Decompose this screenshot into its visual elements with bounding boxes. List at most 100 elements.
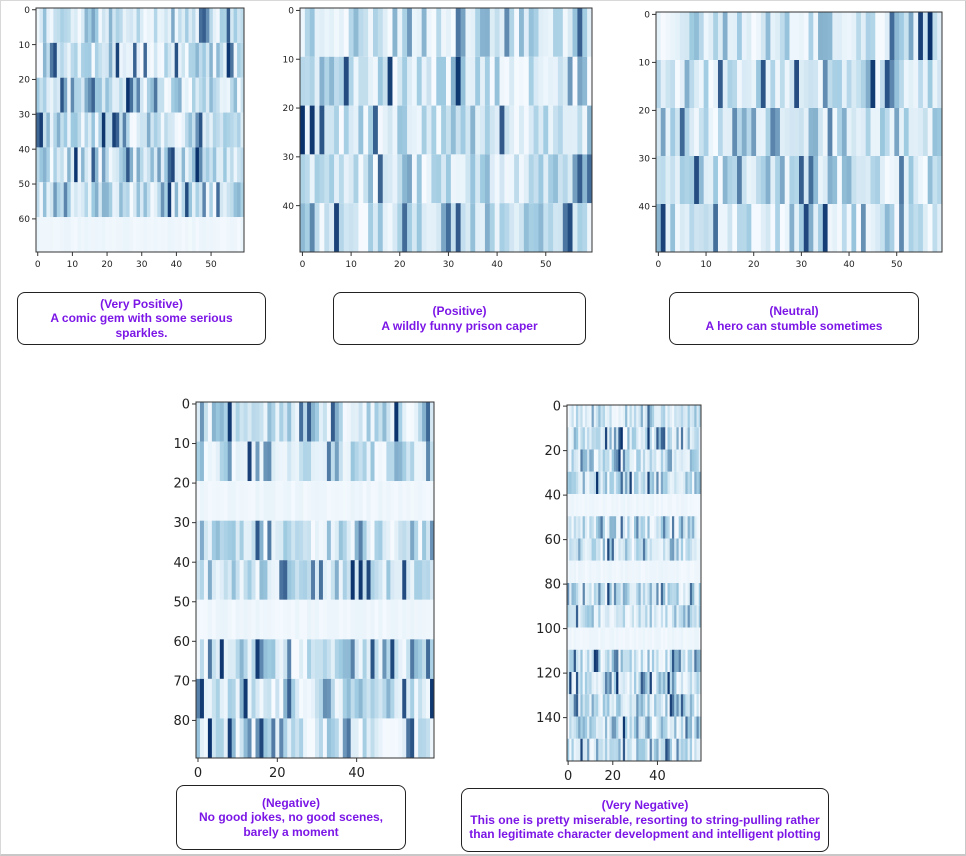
heatmap-cell <box>676 494 680 517</box>
heatmap-cell <box>642 649 646 672</box>
heatmap-cell <box>406 599 411 640</box>
heatmap-cell <box>591 538 595 561</box>
heatmap-cell <box>108 182 113 218</box>
heatmap-cell <box>112 182 117 218</box>
heatmap-cell <box>611 672 615 695</box>
heatmap-cell <box>196 639 201 679</box>
heatmap-cell <box>283 599 288 640</box>
heatmap-cell <box>406 639 411 679</box>
heatmap-cell <box>616 471 619 494</box>
heatmap-cell <box>60 8 65 43</box>
heatmap-cell <box>692 583 695 606</box>
heatmap-cell <box>918 12 924 60</box>
heatmap-cell <box>803 60 809 108</box>
heatmap-cell <box>625 538 628 561</box>
heatmap-cell <box>818 60 824 108</box>
heatmap-cell <box>671 516 675 539</box>
heatmap-cell <box>634 605 637 628</box>
heatmap-cell <box>818 204 824 252</box>
heatmap-cell <box>338 402 344 442</box>
heatmap-cell <box>671 560 675 583</box>
heatmap-cell <box>703 12 709 60</box>
heatmap-cell <box>39 182 44 218</box>
heatmap-cell <box>407 105 413 155</box>
heatmap-cells <box>36 8 245 252</box>
heatmap-cell <box>636 427 639 450</box>
heatmap-cell <box>584 427 588 450</box>
heatmap-cell <box>692 405 695 428</box>
heatmap-cell <box>665 583 668 606</box>
heatmap-cell <box>658 738 662 761</box>
heatmap-cell <box>580 583 584 606</box>
heatmap-cell <box>441 203 447 252</box>
heatmap-cell <box>279 560 284 600</box>
heatmap-cell <box>698 12 705 60</box>
heatmap-cell <box>660 605 664 628</box>
heatmap-cell <box>602 471 606 494</box>
heatmap-cell <box>460 8 466 57</box>
heatmap-cell <box>470 154 476 204</box>
y-tick-label: 40 <box>544 489 561 504</box>
heatmap-cell <box>209 147 214 183</box>
heatmap-cell <box>402 105 408 155</box>
heatmap-cell <box>143 8 148 43</box>
heatmap-cell <box>663 627 666 650</box>
heatmap-cell <box>658 649 662 672</box>
heatmap-cell <box>580 738 584 761</box>
heatmap-cell <box>212 77 217 113</box>
heatmap-cell <box>414 678 419 719</box>
heatmap-cell <box>627 627 630 650</box>
heatmap-cell <box>211 441 217 482</box>
heatmap-cell <box>600 471 604 494</box>
heatmap-cell <box>571 605 575 628</box>
heatmap-cell <box>627 516 630 539</box>
heatmap-cell <box>422 678 427 719</box>
heatmap-cell <box>634 560 637 583</box>
heatmap-cell <box>689 649 693 672</box>
heatmap-cell <box>307 678 312 719</box>
heatmap-cell <box>589 672 592 695</box>
heatmap-cell <box>157 182 162 218</box>
heatmap-cell <box>689 560 693 583</box>
y-tick-label: 0 <box>182 398 190 413</box>
heatmap-cell <box>223 217 228 252</box>
heatmap-cell <box>70 147 75 183</box>
heatmap-cell <box>307 481 312 521</box>
heatmap-cell <box>233 42 238 78</box>
heatmap-cell <box>602 583 606 606</box>
heatmap-cell <box>178 217 182 252</box>
heatmap-cell <box>219 560 225 600</box>
heatmap-cell <box>368 8 374 57</box>
heatmap-cell <box>402 203 408 252</box>
heatmap-cell <box>140 8 144 43</box>
heatmap-cell <box>927 156 933 204</box>
heatmap-cell <box>670 60 676 108</box>
heatmap-cell <box>636 405 639 428</box>
heatmap-cell <box>207 441 213 482</box>
heatmap-cell <box>307 599 312 640</box>
heatmap-cell <box>756 12 762 60</box>
heatmap-cell <box>421 203 427 252</box>
heatmap-cell <box>174 217 179 252</box>
heatmap-cell <box>799 108 805 156</box>
y-tick-label: 40 <box>639 203 651 213</box>
heatmap-cell <box>98 112 103 148</box>
heatmap-cell <box>625 605 628 628</box>
heatmap-cell <box>649 649 653 672</box>
heatmap-cell <box>663 494 666 517</box>
heatmap-cell <box>509 105 515 155</box>
heatmap-cell <box>136 217 141 252</box>
heatmap-cell <box>620 405 624 428</box>
heatmap-cell <box>387 203 393 252</box>
heatmap-cell <box>338 520 344 561</box>
heatmap-cell <box>663 605 666 628</box>
heatmap-cell <box>275 678 280 719</box>
heatmap-cell <box>575 449 579 472</box>
y-tick-label: 0 <box>553 400 561 415</box>
heatmap-cell <box>631 716 635 739</box>
heatmap-cell <box>36 77 40 113</box>
heatmap-cell <box>231 599 237 640</box>
heatmap-cell <box>741 12 747 60</box>
heatmap-cell <box>665 156 671 204</box>
heatmap-cell <box>553 56 559 106</box>
